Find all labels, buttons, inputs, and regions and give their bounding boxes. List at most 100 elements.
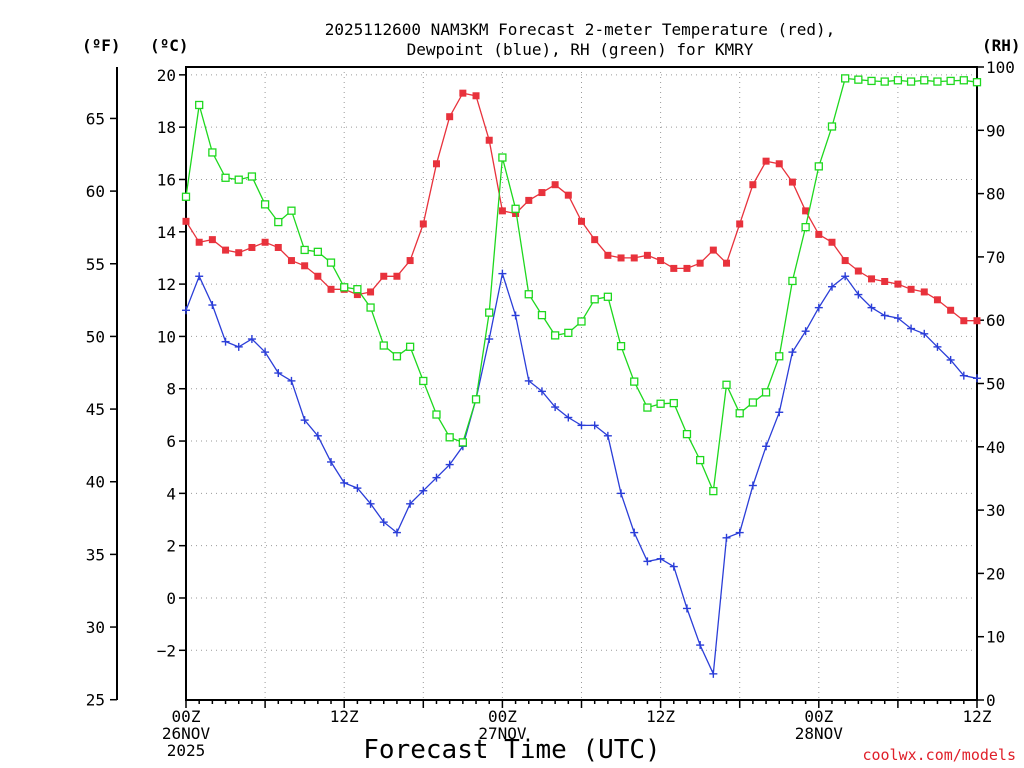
x-tick-label: 27NOV	[478, 724, 527, 743]
rh-point	[669, 398, 678, 408]
dewpoint-point	[762, 442, 771, 451]
x-tick-label: 28NOV	[795, 724, 844, 743]
rh-point	[761, 388, 771, 397]
dewpoint-point	[287, 376, 296, 385]
rh-point	[485, 308, 494, 317]
series-layer	[181, 74, 982, 678]
temperature-point	[327, 285, 335, 293]
celsius-tick-label: 2	[166, 537, 176, 556]
dewpoint-point	[366, 499, 375, 508]
x-axis-title: Forecast Time (UTC)	[363, 735, 660, 765]
rh-point	[682, 429, 692, 439]
rh-point	[313, 247, 322, 256]
dewpoint-point	[485, 335, 494, 344]
temperature-point	[828, 238, 836, 246]
dewpoint-point	[643, 557, 652, 566]
dewpoint-point	[669, 562, 678, 571]
temperature-point	[762, 157, 770, 165]
rh-point	[656, 399, 665, 408]
dewpoint-point	[696, 641, 705, 650]
dewpoint-point	[775, 408, 784, 417]
rh-point	[920, 76, 929, 85]
dewpoint-point	[208, 301, 217, 310]
dewpoint-point	[933, 342, 942, 351]
dewpoint-point	[564, 413, 573, 422]
temperature-point	[208, 236, 216, 244]
temperature-point	[195, 238, 203, 246]
rh-point	[326, 258, 336, 267]
temperature-point	[854, 267, 862, 275]
dewpoint-point	[195, 272, 204, 281]
celsius-tick-label: 20	[157, 66, 176, 85]
rh-tick-label: 20	[986, 564, 1005, 583]
celsius-tick-label: 18	[157, 118, 176, 137]
axes: 20181614121086420−2656055504540353025100…	[86, 58, 1015, 760]
rh-point	[946, 76, 955, 86]
rh-point	[550, 331, 560, 340]
rh-point	[392, 352, 402, 361]
dewpoint-point	[577, 421, 586, 430]
temperature-point	[182, 217, 190, 225]
fahrenheit-tick-label: 50	[86, 327, 105, 346]
rh-point	[854, 75, 863, 84]
temperature-point	[696, 259, 704, 267]
dewpoint-point	[617, 489, 626, 498]
temperature-point	[512, 209, 520, 217]
temperature-point	[353, 291, 361, 299]
celsius-tick-label: 12	[157, 275, 176, 294]
rh-point	[972, 78, 982, 87]
temperature-point	[670, 264, 678, 272]
rh-tick-label: 90	[986, 121, 1005, 140]
x-tick-label: 00Z	[488, 707, 517, 726]
rh-point	[616, 342, 626, 351]
temperature-point	[248, 243, 256, 251]
dewpoint-point	[498, 269, 507, 278]
rh-point	[287, 206, 296, 215]
temperature-point	[472, 92, 480, 100]
dewpoint-point	[735, 528, 744, 537]
dewpoint-point	[524, 376, 533, 385]
dewpoint-point	[221, 337, 230, 346]
dewpoint-point	[827, 282, 836, 291]
dewpoint-point	[801, 327, 810, 336]
dewpoint-point	[748, 481, 757, 490]
rh-point	[880, 77, 889, 86]
rh-point	[340, 283, 349, 292]
rh-point	[564, 328, 573, 338]
rh-point	[801, 222, 810, 232]
dewpoint-point	[973, 374, 981, 383]
dewpoint-point	[788, 348, 797, 357]
temperature-point	[604, 251, 612, 259]
temperature-point	[287, 257, 295, 265]
dewpoint-point	[682, 604, 691, 613]
dewpoint-point	[247, 335, 256, 344]
celsius-tick-label: 14	[157, 223, 176, 242]
x-tick-label: 12Z	[330, 707, 359, 726]
series-2-meter-temperature	[182, 89, 981, 325]
celsius-tick-label: 16	[157, 170, 176, 189]
series-rh	[181, 74, 982, 496]
rh-tick-label: 10	[986, 628, 1005, 647]
fahrenheit-unit-label: (ºF)	[82, 36, 121, 55]
rh-point	[867, 76, 876, 86]
dewpoint-point	[709, 669, 718, 678]
fahrenheit-tick-label: 65	[86, 109, 105, 128]
temperature-point	[591, 236, 599, 244]
fahrenheit-tick-label: 40	[86, 473, 105, 492]
temperature-point	[301, 262, 309, 270]
rh-point	[379, 341, 388, 350]
rh-point	[208, 148, 217, 157]
rh-point	[577, 317, 586, 326]
dewpoint-point	[551, 403, 560, 412]
dewpoint-point	[419, 486, 428, 495]
temperature-point	[709, 246, 717, 254]
dewpoint-point	[406, 499, 415, 508]
rh-point	[537, 310, 547, 320]
dewpoint-point	[445, 460, 454, 469]
rh-point	[590, 295, 599, 304]
celsius-tick-label: 10	[157, 327, 176, 346]
dewpoint-point	[392, 528, 401, 537]
dewpoint-point	[261, 348, 270, 357]
rh-tick-label: 30	[986, 501, 1005, 520]
